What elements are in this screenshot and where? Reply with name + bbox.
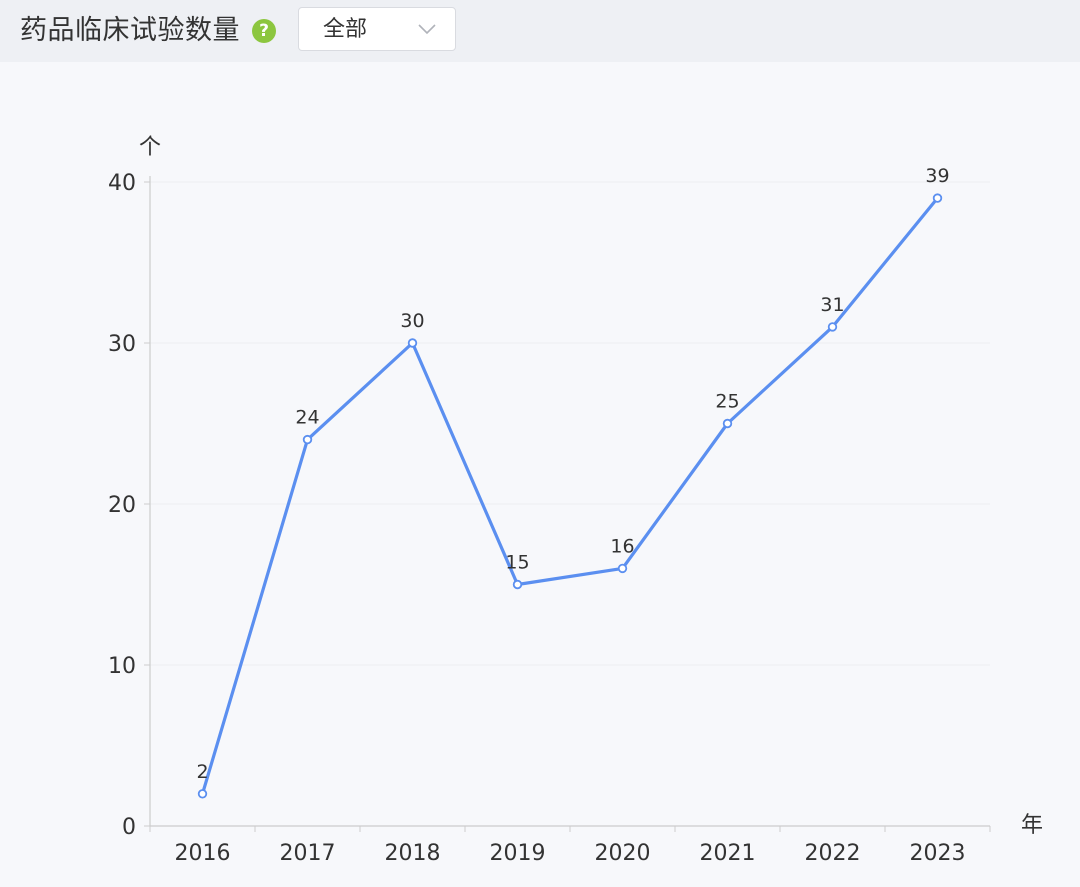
data-label: 15 [505, 552, 529, 574]
y-tick-label: 30 [108, 332, 136, 357]
chart-area: 0 10 20 30 40 2016 2017 2018 2019 2020 2021 2022 202… [0, 62, 1080, 883]
axes [144, 176, 991, 832]
x-tick-label: 2018 [385, 841, 441, 866]
axis-titles: 个年 [139, 135, 1043, 838]
series-line-0 [200, 196, 940, 796]
chevron-down-icon [418, 24, 436, 35]
y-tick-label: 0 [122, 815, 136, 840]
data-label: 39 [925, 165, 949, 187]
data-point[interactable] [722, 418, 733, 429]
data-points [197, 193, 943, 799]
data-label: 16 [610, 535, 634, 557]
data-point[interactable] [932, 193, 943, 203]
series-line-layer [200, 196, 940, 796]
filter-select[interactable]: 全部 [298, 7, 456, 51]
x-tick-label: 2019 [490, 841, 546, 866]
data-point[interactable] [302, 434, 313, 445]
question-circle-icon[interactable]: ? [252, 19, 276, 43]
y-tick-label: 10 [108, 654, 136, 679]
data-point[interactable] [617, 563, 628, 574]
data-point[interactable] [827, 322, 838, 332]
chart-title: 药品临床试验数量 [20, 15, 240, 46]
y-tick-label: 40 [108, 171, 136, 196]
data-label: 25 [715, 391, 739, 413]
grid-lines [150, 181, 990, 666]
tick-labels: 0 10 20 30 40 2016 2017 2018 2019 2020 2021 2022 202… [108, 171, 966, 866]
y-axis-title: 个 [139, 135, 161, 160]
data-point[interactable] [407, 338, 418, 348]
data-label: 2 [196, 761, 208, 783]
line-chart: 0 10 20 30 40 2016 2017 2018 2019 2020 2021 2022 202… [108, 135, 1043, 866]
data-label: 31 [820, 294, 844, 316]
data-label: 24 [295, 407, 319, 429]
data-label: 30 [400, 310, 424, 332]
data-labels: 2 24 30 15 16 25 31 39 [196, 165, 949, 783]
data-point[interactable] [197, 789, 208, 799]
data-point[interactable] [512, 579, 523, 590]
x-tick-label: 2023 [910, 841, 966, 866]
header-bar: 药品临床试验数量 ? 全部 [0, 0, 1080, 62]
x-tick-label: 2020 [595, 841, 651, 866]
y-tick-label: 20 [108, 493, 136, 518]
x-tick-label: 2022 [805, 841, 861, 866]
x-tick-label: 2021 [700, 841, 756, 866]
x-axis-title: 年 [1021, 813, 1043, 838]
x-tick-label: 2017 [280, 841, 336, 866]
filter-selected-value: 全部 [323, 17, 368, 42]
x-tick-label: 2016 [175, 841, 231, 866]
